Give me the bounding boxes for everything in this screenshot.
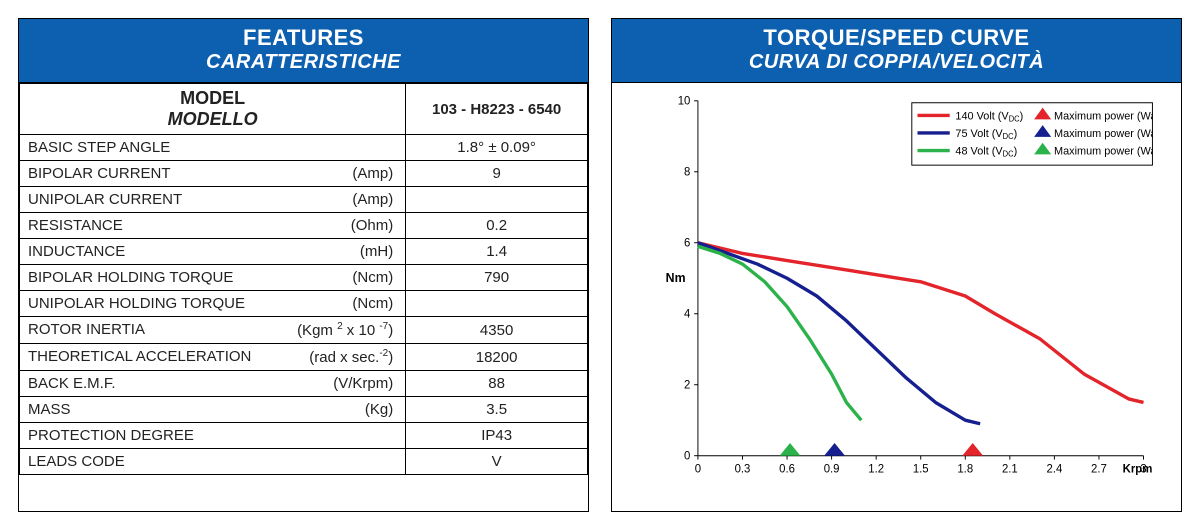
svg-text:Maximum power (Watt): Maximum power (Watt) bbox=[1054, 145, 1153, 157]
table-row: RESISTANCE(Ohm)0.2 bbox=[20, 213, 588, 239]
svg-text:0.3: 0.3 bbox=[735, 463, 751, 475]
svg-text:4: 4 bbox=[684, 309, 691, 321]
feature-label: MASS(Kg) bbox=[20, 397, 406, 423]
feature-label: LEADS CODE bbox=[20, 449, 406, 475]
feature-value: 9 bbox=[406, 161, 588, 187]
svg-text:Nm: Nm bbox=[666, 271, 686, 285]
features-header-it: CARATTERISTICHE bbox=[19, 51, 588, 74]
feature-label: RESISTANCE(Ohm) bbox=[20, 213, 406, 239]
table-row: LEADS CODEV bbox=[20, 449, 588, 475]
feature-value: V bbox=[406, 449, 588, 475]
table-row: BIPOLAR CURRENT(Amp)9 bbox=[20, 161, 588, 187]
table-row: PROTECTION DEGREEIP43 bbox=[20, 423, 588, 449]
chart-area: 024681000.30.60.91.21.51.82.12.42.73NmKr… bbox=[612, 83, 1181, 505]
svg-text:0.6: 0.6 bbox=[779, 463, 795, 475]
chart-panel: TORQUE/SPEED CURVE CURVA DI COPPIA/VELOC… bbox=[611, 18, 1182, 512]
feature-label: UNIPOLAR HOLDING TORQUE(Ncm) bbox=[20, 291, 406, 317]
svg-text:0.9: 0.9 bbox=[824, 463, 840, 475]
svg-text:2.4: 2.4 bbox=[1047, 463, 1063, 475]
feature-value: 4350 bbox=[406, 317, 588, 344]
feature-value: IP43 bbox=[406, 423, 588, 449]
features-header: FEATURES CARATTERISTICHE bbox=[19, 19, 588, 83]
feature-value: 88 bbox=[406, 371, 588, 397]
feature-value bbox=[406, 291, 588, 317]
table-row: BASIC STEP ANGLE1.8° ± 0.09° bbox=[20, 135, 588, 161]
feature-label: BIPOLAR HOLDING TORQUE(Ncm) bbox=[20, 265, 406, 291]
table-row: BIPOLAR HOLDING TORQUE(Ncm)790 bbox=[20, 265, 588, 291]
model-label-it: MODELLO bbox=[28, 109, 397, 130]
feature-value: 18200 bbox=[406, 344, 588, 371]
table-row: ROTOR INERTIA(Kgm 2 x 10 -7)4350 bbox=[20, 317, 588, 344]
svg-text:Krpm: Krpm bbox=[1123, 463, 1153, 475]
feature-value: 790 bbox=[406, 265, 588, 291]
feature-label: BIPOLAR CURRENT(Amp) bbox=[20, 161, 406, 187]
feature-value: 3.5 bbox=[406, 397, 588, 423]
svg-text:0: 0 bbox=[684, 450, 690, 462]
feature-label: INDUCTANCE(mH) bbox=[20, 239, 406, 265]
model-label-en: MODEL bbox=[28, 88, 397, 109]
model-label-cell: MODELMODELLO bbox=[20, 84, 406, 135]
feature-value: 1.4 bbox=[406, 239, 588, 265]
feature-label: BASIC STEP ANGLE bbox=[20, 135, 406, 161]
feature-value bbox=[406, 187, 588, 213]
svg-text:Maximum power (Watt): Maximum power (Watt) bbox=[1054, 110, 1153, 122]
chart-header-en: TORQUE/SPEED CURVE bbox=[612, 25, 1181, 51]
feature-value: 0.2 bbox=[406, 213, 588, 239]
feature-label: THEORETICAL ACCELERATION(rad x sec.-2) bbox=[20, 344, 406, 371]
feature-label: UNIPOLAR CURRENT(Amp) bbox=[20, 187, 406, 213]
svg-text:1.8: 1.8 bbox=[957, 463, 973, 475]
svg-text:Maximum power (Watt): Maximum power (Watt) bbox=[1054, 128, 1153, 140]
svg-text:1.2: 1.2 bbox=[868, 463, 884, 475]
svg-text:10: 10 bbox=[678, 96, 691, 108]
table-row: UNIPOLAR CURRENT(Amp) bbox=[20, 187, 588, 213]
feature-label: PROTECTION DEGREE bbox=[20, 423, 406, 449]
chart-header-it: CURVA DI COPPIA/VELOCITÀ bbox=[612, 51, 1181, 74]
table-row: THEORETICAL ACCELERATION(rad x sec.-2)18… bbox=[20, 344, 588, 371]
svg-text:2.1: 2.1 bbox=[1002, 463, 1018, 475]
svg-text:6: 6 bbox=[684, 238, 690, 250]
svg-text:8: 8 bbox=[684, 167, 690, 179]
table-row: MASS(Kg)3.5 bbox=[20, 397, 588, 423]
svg-text:1.5: 1.5 bbox=[913, 463, 929, 475]
features-panel: FEATURES CARATTERISTICHE MODELMODELLO103… bbox=[18, 18, 589, 512]
feature-label: ROTOR INERTIA(Kgm 2 x 10 -7) bbox=[20, 317, 406, 344]
torque-speed-chart: 024681000.30.60.91.21.51.82.12.42.73NmKr… bbox=[660, 93, 1153, 483]
svg-text:2.7: 2.7 bbox=[1091, 463, 1107, 475]
svg-text:2: 2 bbox=[684, 379, 690, 391]
table-row: BACK E.M.F.(V/Krpm)88 bbox=[20, 371, 588, 397]
chart-header: TORQUE/SPEED CURVE CURVA DI COPPIA/VELOC… bbox=[612, 19, 1181, 83]
table-row: UNIPOLAR HOLDING TORQUE(Ncm) bbox=[20, 291, 588, 317]
feature-value: 1.8° ± 0.09° bbox=[406, 135, 588, 161]
svg-text:0: 0 bbox=[695, 463, 701, 475]
feature-label: BACK E.M.F.(V/Krpm) bbox=[20, 371, 406, 397]
table-row: INDUCTANCE(mH)1.4 bbox=[20, 239, 588, 265]
features-header-en: FEATURES bbox=[19, 25, 588, 51]
model-value: 103 - H8223 - 6540 bbox=[406, 84, 588, 135]
features-table: MODELMODELLO103 - H8223 - 6540BASIC STEP… bbox=[19, 83, 588, 475]
